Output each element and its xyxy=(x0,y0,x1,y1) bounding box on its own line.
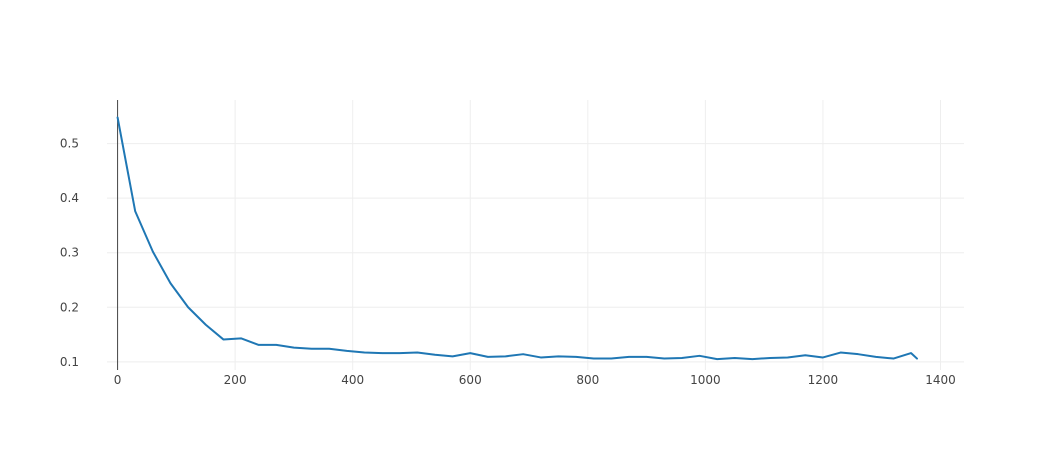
x-tick-label: 400 xyxy=(341,373,364,387)
x-tick-label: 600 xyxy=(459,373,482,387)
x-tick-label: 0 xyxy=(114,373,122,387)
x-axis-ticks: 0 200 400 600 800 1000 1200 1400 xyxy=(114,373,956,387)
y-tick-label: 0.5 xyxy=(60,137,79,151)
x-gridlines xyxy=(234,100,941,370)
y-axis-ticks: 0.1 0.2 0.3 0.4 0.5 xyxy=(60,137,79,369)
y-tick-label: 0.3 xyxy=(60,246,79,260)
x-tick-label: 1400 xyxy=(925,373,956,387)
x-tick-label: 1000 xyxy=(690,373,721,387)
series-layer xyxy=(116,116,918,361)
y-tick-label: 0.4 xyxy=(60,191,79,205)
y-tick-label: 0.2 xyxy=(60,300,79,314)
x-tick-label: 1200 xyxy=(808,373,839,387)
series-line xyxy=(116,116,918,361)
x-tick-label: 800 xyxy=(576,373,599,387)
x-tick-label: 200 xyxy=(224,373,247,387)
y-tick-label: 0.1 xyxy=(60,355,79,369)
y-gridlines xyxy=(107,143,964,363)
